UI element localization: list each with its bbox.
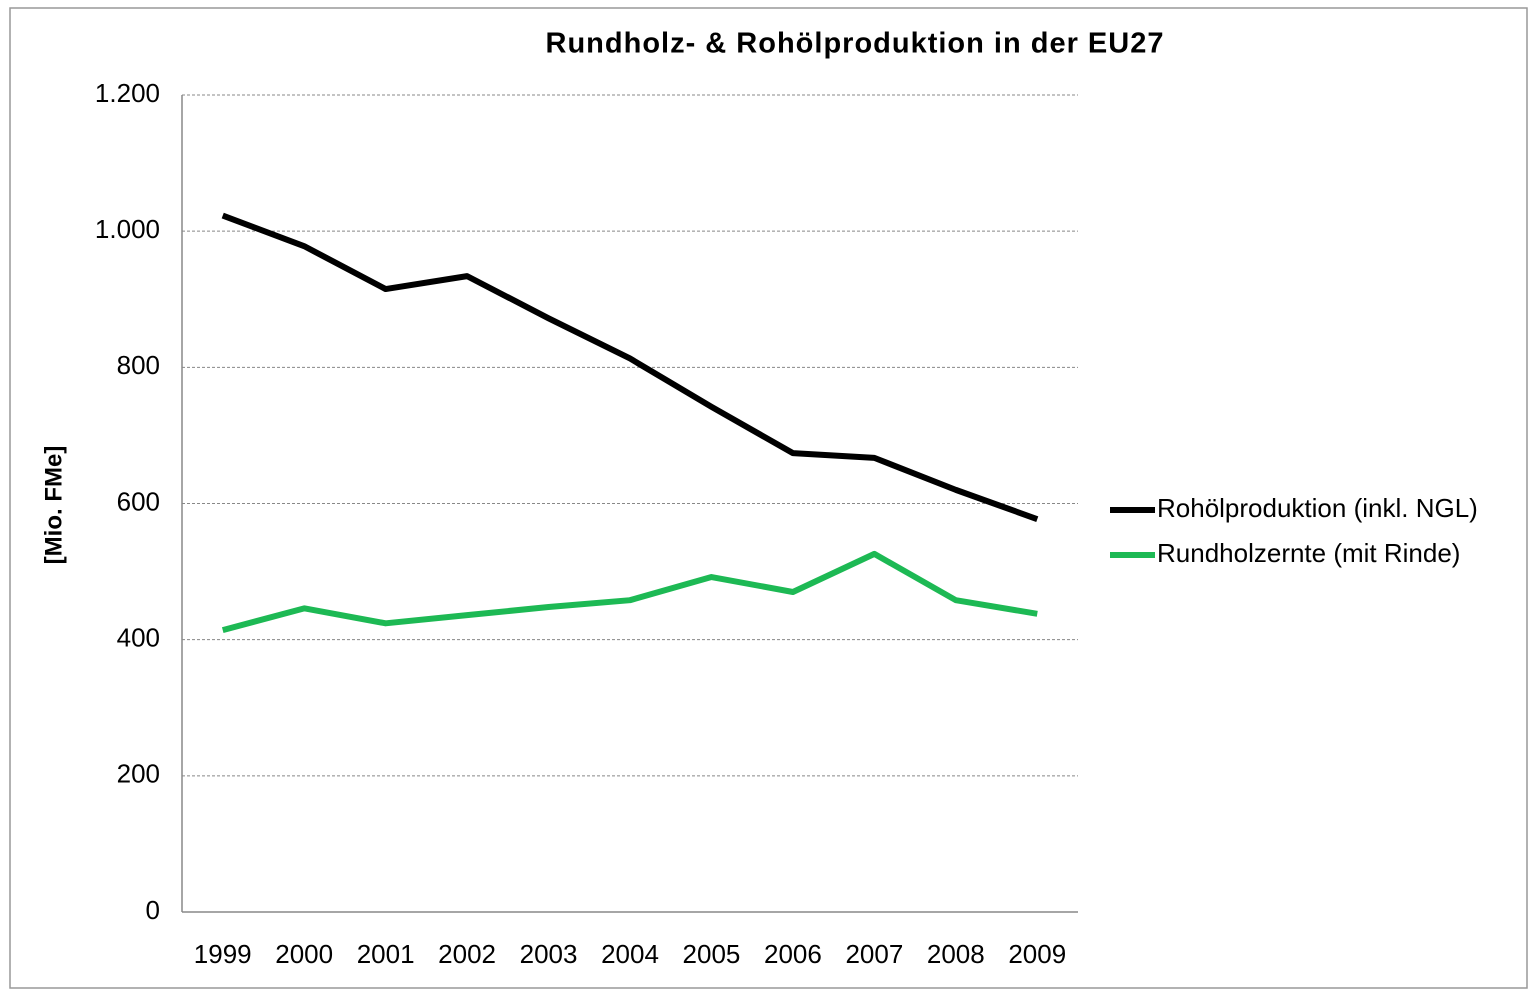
chart-title: Rundholz- & Rohölproduktion in der EU27 (546, 28, 1165, 60)
chart-frame (9, 7, 1528, 989)
y-axis-label: [Mio. FMe] (40, 446, 67, 565)
series-line (221, 212, 1039, 522)
x-tick-label: 2008 (927, 939, 985, 969)
x-tick-label: 2009 (1008, 939, 1066, 969)
y-tick-label: 200 (117, 759, 160, 789)
y-tick-label: 800 (117, 350, 160, 380)
x-tick-label: 2002 (438, 939, 496, 969)
x-tick-label: 2006 (764, 939, 822, 969)
y-tick-label: 1.200 (95, 78, 160, 108)
x-tick-label: 2001 (357, 939, 415, 969)
x-tick-label: 2000 (275, 939, 333, 969)
legend-label: Rundholzernte (mit Rinde) (1157, 538, 1460, 568)
x-tick-label: 2005 (683, 939, 741, 969)
y-tick-label: 0 (146, 895, 160, 925)
y-tick-label: 400 (117, 623, 160, 653)
y-tick-label: 600 (117, 486, 160, 516)
x-tick-label: 1999 (194, 939, 252, 969)
x-tick-label: 2004 (601, 939, 659, 969)
x-tick-label: 2007 (845, 939, 903, 969)
y-tick-label: 1.000 (95, 214, 160, 244)
legend-label: Rohölproduktion (inkl. NGL) (1157, 493, 1478, 523)
x-tick-label: 2003 (520, 939, 578, 969)
series-line (221, 550, 1038, 634)
